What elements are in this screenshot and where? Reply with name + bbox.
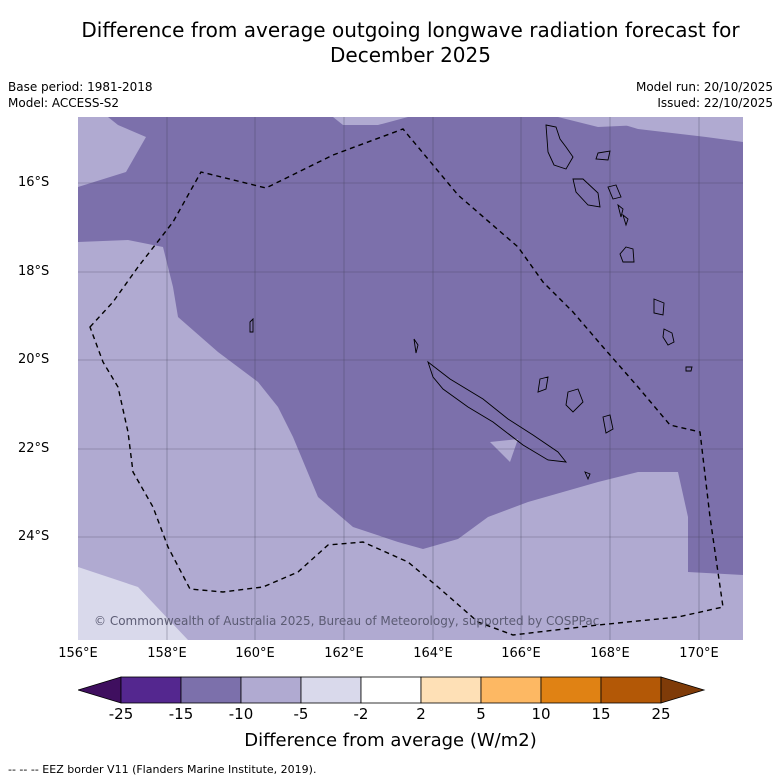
model-name: Model: ACCESS-S2 (8, 96, 120, 110)
vanuatu-espiritu-santo (545, 124, 574, 170)
islands (249, 124, 693, 481)
colorbar-segment (180, 676, 242, 704)
colorbar-label: 25 (651, 705, 671, 723)
map-panel[interactable]: © Commonwealth of Australia 2025, Bureau… (78, 117, 743, 640)
mid-patch-top-right (598, 117, 743, 142)
eez-border (89, 128, 724, 636)
lat-tick: 16°S (18, 175, 50, 190)
colorbar-label: -5 (293, 705, 309, 723)
map-svg: © Commonwealth of Australia 2025, Bureau… (78, 117, 743, 640)
lon-tick: 162°E (324, 646, 364, 661)
lon-tick: 168°E (590, 646, 630, 661)
colorbar-arrow-low (78, 676, 122, 704)
lon-tick: 166°E (501, 646, 541, 661)
colorbar-segment (120, 676, 182, 704)
colorbar-label: 15 (591, 705, 611, 723)
lon-tick: 164°E (413, 646, 453, 661)
colorbar-segment (480, 676, 542, 704)
chart-title: Difference from average outgoing longwav… (81, 18, 740, 67)
lat-tick: 18°S (18, 264, 50, 279)
dark-anomaly-region (78, 117, 743, 575)
lon-tick: 170°E (679, 646, 719, 661)
mid-patch-ncal (490, 439, 518, 462)
lon-tick: 160°E (235, 646, 275, 661)
colorbar-label: -2 (353, 705, 369, 723)
colorbar-segment (540, 676, 602, 704)
ile-des-pins-island (413, 338, 419, 354)
colorbar-label: 10 (531, 705, 551, 723)
lat-tick: 22°S (18, 441, 50, 456)
meta-left: Base period: 1981-2018 Model: ACCESS-S2 (8, 79, 153, 111)
colorbar-segment (300, 676, 362, 704)
footer-note: -- -- -- EEZ border V11 (Flanders Marine… (8, 763, 317, 776)
colorbar-title: Difference from average (W/m2) (244, 730, 537, 751)
small-islet-3 (249, 317, 254, 333)
colorbar (78, 676, 706, 704)
base-period: Base period: 1981-2018 (8, 80, 153, 94)
lat-tick: 20°S (18, 352, 50, 367)
colorbar-label: -15 (168, 705, 194, 723)
colorbar-arrow-high (660, 676, 706, 704)
lon-tick: 158°E (147, 646, 187, 661)
colorbar-label: 5 (476, 705, 486, 723)
colorbar-segment (240, 676, 302, 704)
colorbar-segment (600, 676, 662, 704)
model-run: Model run: 20/10/2025 (635, 80, 773, 94)
colorbar-label: -25 (108, 705, 134, 723)
colorbar-segment (360, 676, 422, 704)
issued-date: Issued: 22/10/2025 (657, 96, 773, 110)
loyalty-islands (537, 376, 614, 434)
colorbar-segment (420, 676, 482, 704)
gridlines (78, 117, 743, 640)
vanuatu-islands (572, 150, 675, 346)
colorbar-label: 2 (416, 705, 426, 723)
meta-right: Model run: 20/10/2025 Issued: 22/10/2025 (636, 79, 773, 111)
small-islet-2 (685, 366, 693, 372)
small-islet-1 (584, 471, 591, 481)
new-caledonia-island (427, 360, 568, 463)
mid-patch-top-mid (333, 117, 408, 125)
colorbar-label: -10 (228, 705, 254, 723)
copyright-text: © Commonwealth of Australia 2025, Bureau… (94, 614, 599, 628)
lat-tick: 24°S (18, 529, 50, 544)
lon-tick: 156°E (58, 646, 98, 661)
